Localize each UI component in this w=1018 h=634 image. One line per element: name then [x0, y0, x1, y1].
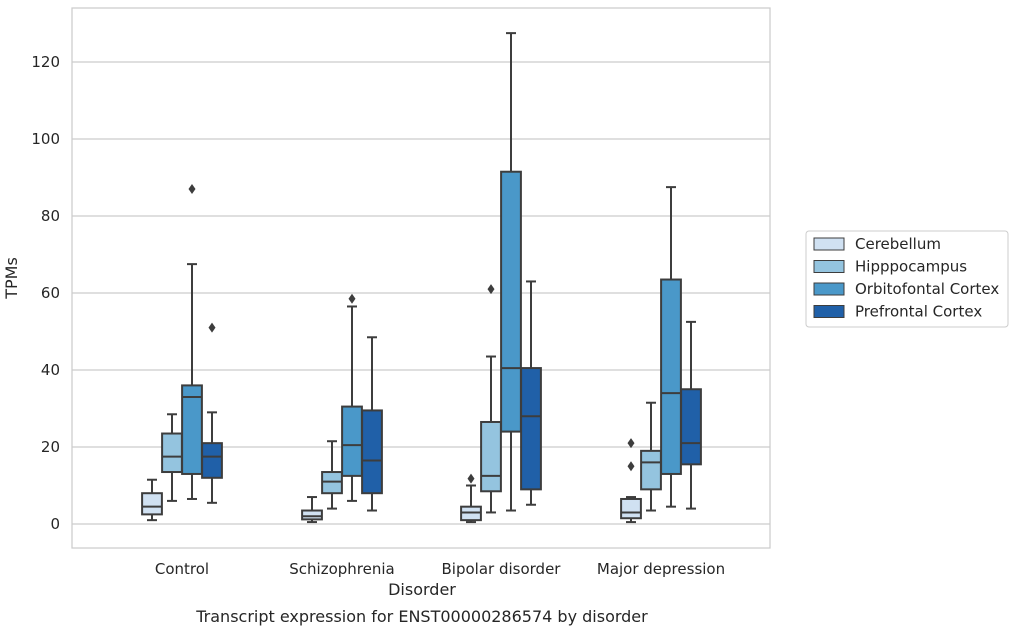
x-tick-label: Bipolar disorder: [442, 560, 562, 578]
box-prefrontal-cortex-2: [520, 280, 542, 506]
legend-items: Cerebellum Hipppocampus Orbitofontal Corte…: [813, 235, 999, 321]
legend-label: Orbitofontal Cortex: [855, 280, 999, 298]
box-hipppocampus-3: [640, 401, 662, 512]
y-tick-label: 0: [50, 515, 60, 533]
box-cerebellum-0: [141, 478, 163, 522]
iqr-box: [480, 420, 502, 493]
box-prefrontal-cortex-0: [201, 322, 223, 504]
legend-frame: [805, 230, 1009, 328]
y-tick-label: 100: [31, 130, 60, 148]
legend-label: Hipppocampus: [855, 258, 967, 276]
iqr-box: [620, 497, 642, 520]
box-hipppocampus-2: [480, 284, 502, 514]
legend-swatch: [813, 282, 845, 296]
box-orbitofontal-cortex-1: [341, 293, 363, 502]
y-tick-label: 40: [41, 361, 60, 379]
y-tick-label: 80: [41, 207, 60, 225]
box-orbitofontal-cortex-0: [181, 184, 203, 500]
iqr-box: [181, 384, 203, 475]
y-axis-title: TPMs: [2, 257, 21, 300]
iqr-box: [201, 442, 223, 479]
iqr-box: [141, 492, 163, 516]
box-orbitofontal-cortex-3: [660, 186, 682, 508]
legend-swatch: [813, 305, 845, 318]
iqr-box: [361, 409, 383, 495]
boxes-layer: [141, 32, 702, 524]
x-axis-title: Disorder: [388, 580, 456, 599]
outlier-marker: [188, 184, 196, 195]
x-tick-label: Control: [155, 560, 209, 578]
box-prefrontal-cortex-3: [680, 320, 702, 510]
iqr-box: [161, 432, 183, 474]
y-tick-label: 20: [41, 438, 60, 456]
x-tick-labels: Control Schizophrenia Bipolar disorder Majo…: [155, 560, 725, 578]
y-tick-label: 60: [41, 284, 60, 302]
iqr-box: [500, 170, 522, 433]
outlier-marker: [467, 473, 475, 484]
x-tick-label: Schizophrenia: [289, 560, 394, 578]
box-orbitofontal-cortex-2: [500, 32, 522, 512]
chart-caption: Transcript expression for ENST0000028657…: [195, 607, 648, 626]
plot-frame: [71, 7, 771, 549]
box-cerebellum-2: [460, 473, 482, 524]
outlier-marker: [627, 461, 635, 472]
box-hipppocampus-1: [321, 440, 343, 510]
legend: Cerebellum Hipppocampus Orbitofontal Corte…: [805, 230, 1009, 328]
outlier-marker: [627, 438, 635, 449]
outlier-marker: [348, 293, 356, 304]
legend-swatch: [813, 260, 845, 273]
box-cerebellum-3: [620, 438, 642, 524]
legend-label: Cerebellum: [855, 235, 941, 253]
iqr-box: [660, 278, 682, 475]
y-tick-label: 120: [31, 53, 60, 71]
iqr-box: [301, 509, 323, 521]
box-cerebellum-1: [301, 496, 323, 524]
legend-label: Prefrontal Cortex: [855, 303, 982, 321]
outlier-marker: [487, 284, 495, 295]
x-tick-label: Major depression: [597, 560, 725, 578]
y-tick-labels: 0 20 40 60 80 100 120: [31, 53, 60, 533]
legend-swatch: [813, 237, 845, 251]
iqr-box: [640, 449, 662, 491]
box-prefrontal-cortex-1: [361, 336, 383, 512]
iqr-box: [341, 405, 363, 477]
iqr-box: [520, 367, 542, 491]
outlier-marker: [208, 322, 216, 333]
box-hipppocampus-0: [161, 413, 183, 502]
iqr-box: [680, 388, 702, 466]
